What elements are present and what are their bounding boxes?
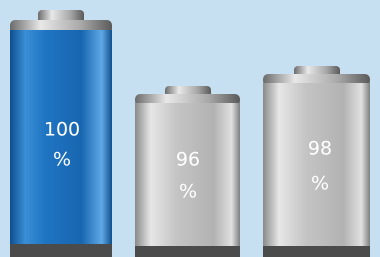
battery: 100 % [10, 10, 112, 257]
battery-illustration: 100 % 96 % 98 % [0, 0, 380, 257]
battery-label: 98 [308, 138, 332, 160]
battery: 96 % [135, 86, 240, 257]
battery-label: % [311, 173, 329, 195]
battery-label: % [179, 181, 197, 203]
battery-label: 100 [44, 119, 80, 141]
battery: 98 % [263, 66, 370, 257]
battery-label: 96 [176, 149, 200, 171]
battery-label: % [53, 149, 71, 171]
